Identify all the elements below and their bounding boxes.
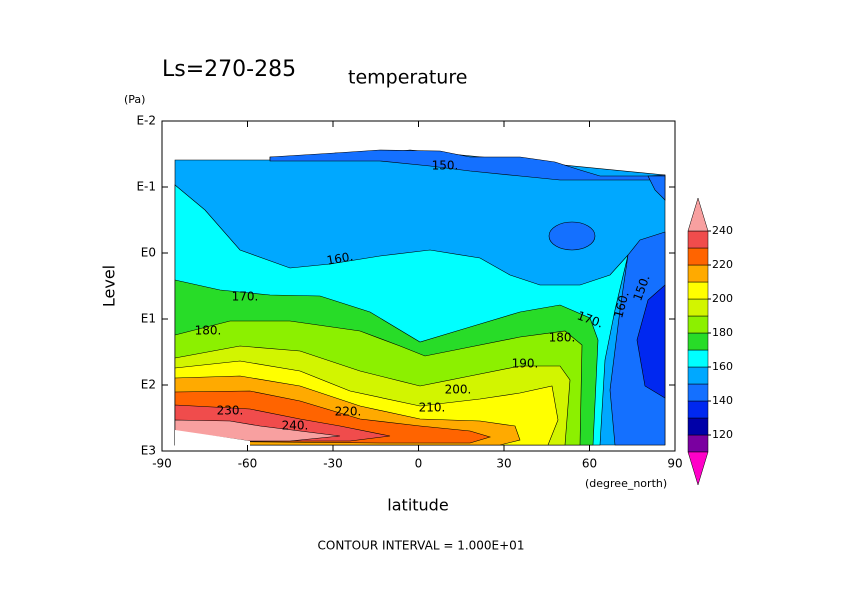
contour-label: 220.	[335, 405, 362, 419]
y-tick-label: E1	[141, 312, 156, 326]
contour-label: 160.	[611, 290, 631, 319]
contour-band	[548, 221, 596, 251]
colorbar-band	[687, 298, 709, 317]
colorbar-band	[687, 383, 709, 402]
colorbar-tick-label: 180	[712, 326, 733, 339]
y-tick-label: E2	[141, 378, 156, 392]
contour-band	[636, 284, 666, 399]
y-unit: (Pa)	[124, 93, 145, 106]
y-tick-label: E3	[141, 444, 156, 458]
colorbar-band	[687, 400, 709, 419]
white-mask	[175, 430, 250, 451]
x-tick-label: -90	[152, 457, 172, 471]
y-tick-label: E0	[141, 246, 156, 260]
colorbar-under	[687, 451, 709, 486]
colorbar-band	[687, 230, 709, 249]
contour-label: 180.	[549, 331, 576, 345]
colorbar-band	[687, 315, 709, 334]
colorbar-band	[687, 366, 709, 385]
y-tick-label: E-2	[136, 114, 156, 128]
annotation: CONTOUR INTERVAL = 1.000E+01	[318, 539, 525, 553]
colorbar-tick-label: 160	[712, 360, 733, 373]
contour-label: 170.	[232, 290, 259, 304]
x-axis-label: latitude	[387, 496, 448, 515]
contour-label: 190.	[512, 357, 539, 371]
contour-label: 180.	[195, 324, 222, 338]
chart-title: temperature	[348, 67, 467, 89]
colorbar-tick-label: 220	[712, 258, 733, 271]
colorbar-band	[687, 332, 709, 351]
y-axis-label: Level	[100, 265, 119, 307]
colorbar-band	[687, 417, 709, 436]
contour-label: 200.	[445, 383, 472, 397]
x-unit: (degree_north)	[585, 477, 667, 490]
x-tick-label: 30	[496, 457, 511, 471]
colorbar-band	[687, 281, 709, 300]
colorbar-band	[687, 264, 709, 283]
contour-label: 230.	[217, 404, 244, 418]
x-tick-label: -30	[323, 457, 343, 471]
colorbar-tick-label: 120	[712, 428, 733, 441]
x-tick-label: 90	[667, 457, 682, 471]
contour-label: 210.	[419, 401, 446, 415]
colorbar-over	[687, 197, 709, 232]
y-tick-label: E-1	[136, 180, 156, 194]
contour-label: 150.	[432, 159, 459, 173]
contour-label: 160.	[326, 249, 355, 267]
x-tick-label: 0	[415, 457, 423, 471]
contour-band	[647, 175, 666, 201]
colorbar-band	[687, 349, 709, 368]
colorbar-band	[687, 247, 709, 266]
colorbar-tick-label: 200	[712, 292, 733, 305]
contour-field	[174, 149, 666, 451]
colorbar-tick-label: 240	[712, 224, 733, 237]
contour-band	[269, 149, 666, 181]
colorbar-band	[687, 434, 709, 453]
x-tick-label: -60	[238, 457, 258, 471]
contour-label: 240.	[282, 419, 309, 433]
chart-subtitle: Ls=270-285	[162, 57, 296, 82]
colorbar-tick-label: 140	[712, 394, 733, 407]
x-tick-label: 60	[582, 457, 597, 471]
